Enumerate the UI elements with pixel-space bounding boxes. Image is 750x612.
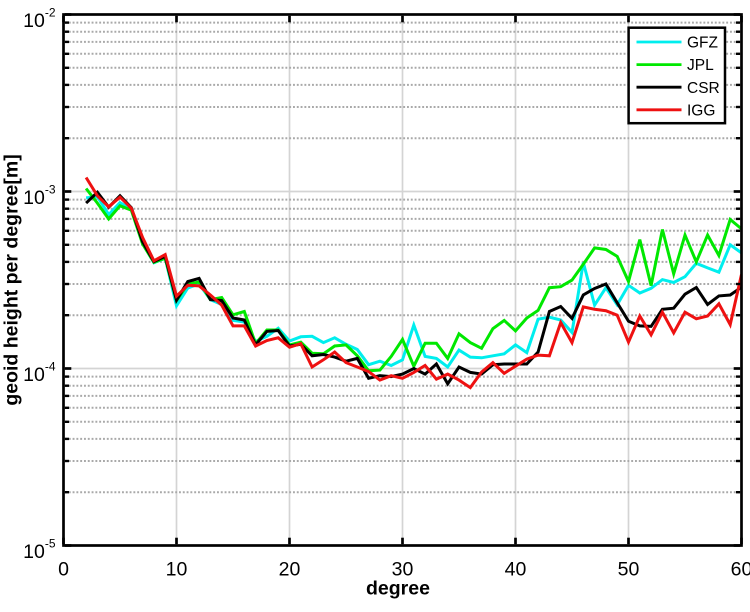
svg-text:10: 10: [166, 559, 188, 581]
svg-text:0: 0: [58, 559, 69, 581]
svg-text:CSR: CSR: [687, 80, 720, 97]
svg-text:40: 40: [505, 559, 527, 581]
svg-text:geoid height per degree[m]: geoid height per degree[m]: [1, 154, 23, 405]
svg-text:50: 50: [618, 559, 640, 581]
svg-text:20: 20: [279, 559, 301, 581]
svg-text:degree: degree: [366, 578, 430, 600]
svg-text:30: 30: [392, 559, 414, 581]
svg-text:JPL: JPL: [687, 57, 714, 74]
svg-text:60: 60: [731, 559, 750, 581]
svg-text:10-3: 10-3: [23, 183, 56, 210]
svg-text:GFZ: GFZ: [687, 35, 718, 52]
svg-text:IGG: IGG: [687, 102, 715, 119]
